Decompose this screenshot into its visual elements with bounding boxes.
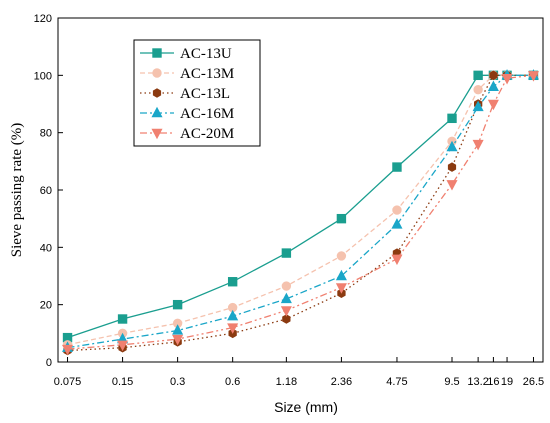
legend-entry: AC-13M xyxy=(140,66,234,82)
data-point xyxy=(473,84,483,95)
data-point xyxy=(446,180,458,191)
data-point xyxy=(447,162,457,172)
x-tick-label: 9.5 xyxy=(444,376,459,388)
x-axis-title: Size (mm) xyxy=(274,399,338,415)
data-point xyxy=(282,314,291,324)
data-point xyxy=(487,80,499,91)
data-point xyxy=(335,283,347,294)
x-tick-label: 26.5 xyxy=(523,376,544,388)
legend-entry: AC-13U xyxy=(140,46,232,62)
x-tick-label: 0.15 xyxy=(112,376,133,388)
y-tick-label: 40 xyxy=(40,242,52,254)
x-tick-label: 0.3 xyxy=(170,376,185,388)
legend-label: AC-13M xyxy=(180,66,234,82)
data-point xyxy=(151,128,163,140)
data-point xyxy=(61,344,74,356)
data-point xyxy=(336,251,347,261)
legend-label: AC-13L xyxy=(180,86,230,102)
y-tick-label: 80 xyxy=(40,128,52,140)
data-point xyxy=(152,88,162,98)
data-point xyxy=(391,218,403,229)
data-point xyxy=(227,323,239,334)
data-point xyxy=(172,324,184,335)
data-point xyxy=(227,277,238,287)
data-point xyxy=(392,205,402,215)
legend-label: AC-20M xyxy=(180,126,234,142)
data-point xyxy=(172,334,184,346)
data-point xyxy=(472,100,484,112)
y-tick-label: 120 xyxy=(34,13,52,25)
legend-entry: AC-16M xyxy=(140,106,234,122)
data-point xyxy=(472,139,484,151)
legend-label: AC-16M xyxy=(180,106,234,122)
x-tick-label: 19 xyxy=(501,376,513,388)
x-tick-label: 1.18 xyxy=(276,376,297,388)
y-axis-title: Sieve passing rate (%) xyxy=(9,123,25,258)
data-point xyxy=(227,309,239,321)
data-point xyxy=(446,140,458,152)
data-point xyxy=(473,70,483,81)
data-point xyxy=(335,269,347,281)
axes: 0 20 40 60 80 100 120 0.075 0.15 0.3 0.6 1.18 2.36 4.… xyxy=(34,13,545,388)
data-point xyxy=(447,113,457,124)
plot-area xyxy=(61,69,540,356)
data-point xyxy=(117,340,129,352)
x-tick-label: 13.2 xyxy=(467,376,488,388)
x-tick-label: 4.75 xyxy=(386,376,407,388)
data-point xyxy=(487,99,499,111)
y-tick-label: 20 xyxy=(40,300,52,312)
data-point xyxy=(527,71,540,82)
data-point xyxy=(172,299,183,310)
data-point xyxy=(280,306,292,317)
data-point xyxy=(152,48,162,58)
y-tick-label: 100 xyxy=(34,70,52,82)
series-line xyxy=(67,74,534,350)
legend: AC-13U AC-13M AC-13L AC-16M AC-20M xyxy=(133,39,261,147)
data-point xyxy=(501,74,513,85)
data-point xyxy=(489,70,498,81)
x-tick-label: 0.6 xyxy=(225,376,240,388)
data-point xyxy=(391,254,403,266)
data-point xyxy=(281,281,292,291)
data-point xyxy=(152,68,162,78)
x-tick-label: 2.36 xyxy=(331,376,352,388)
data-point xyxy=(117,314,128,324)
y-tick-label: 60 xyxy=(40,185,52,197)
series-ac-20m xyxy=(61,71,540,356)
data-point xyxy=(336,213,347,224)
legend-entry: AC-13L xyxy=(140,86,230,102)
plot-frame xyxy=(57,17,544,363)
legend-entry: AC-20M xyxy=(140,126,234,142)
data-point xyxy=(392,162,402,172)
legend-label: AC-13U xyxy=(180,46,232,62)
x-tick-label: 0.075 xyxy=(54,376,82,388)
y-tick-label: 0 xyxy=(46,357,52,369)
data-point xyxy=(281,248,292,258)
data-point xyxy=(151,106,163,118)
x-tick-label: 16 xyxy=(487,376,499,388)
data-point xyxy=(280,292,292,304)
